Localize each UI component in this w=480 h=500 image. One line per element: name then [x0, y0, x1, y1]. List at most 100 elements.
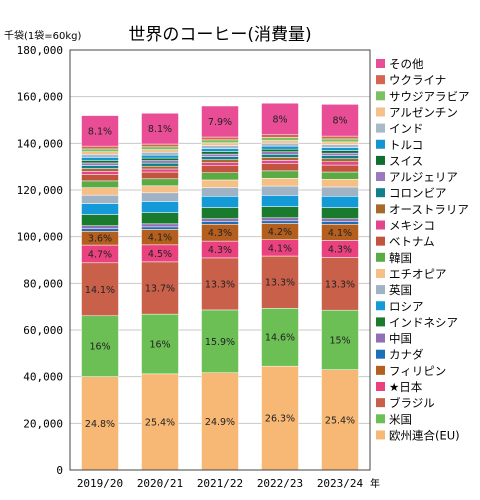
- bar-segment: [141, 112, 179, 145]
- segment-label: 24.8%: [85, 419, 115, 430]
- bar-segment: [321, 150, 359, 154]
- bar-segment: [321, 171, 359, 180]
- bar-segment: [141, 313, 179, 375]
- y-tick-label: 120,000: [17, 184, 63, 197]
- bar-segment: [201, 187, 239, 197]
- bar-segment: [81, 194, 119, 204]
- legend: その他ウクライナサウジアラビアアルゼンチンインドトルコスイスアルジェリアコロンビ…: [376, 57, 470, 442]
- x-tick-label: 2021/22: [197, 477, 243, 490]
- legend-swatch: [376, 430, 385, 440]
- bar-segment: [321, 218, 359, 222]
- y-tick-label: 100,000: [17, 231, 63, 244]
- bar-segment: [81, 174, 119, 182]
- bar-segment: [81, 225, 119, 229]
- bar-segment: [321, 104, 359, 137]
- segment-label: 24.9%: [205, 417, 235, 428]
- legend-swatch: [376, 317, 385, 327]
- bar-segment: [141, 178, 179, 187]
- segment-label: 13.3%: [205, 279, 235, 290]
- bar-segment: [321, 161, 359, 166]
- legend-label: ウクライナ: [389, 73, 446, 87]
- bar-segment: [261, 142, 299, 147]
- bar-segment: [321, 179, 359, 188]
- bar-segment: [261, 185, 299, 196]
- bar-segment: [321, 207, 359, 219]
- bar-segment: [261, 365, 299, 471]
- bar-segment: [141, 212, 179, 225]
- bar-segment: [261, 220, 299, 224]
- bar-segment: [141, 143, 179, 148]
- bar-segment: [141, 146, 179, 150]
- legend-label: スイス: [389, 154, 423, 168]
- bar-segment: [141, 226, 179, 230]
- segment-label: 8%: [272, 114, 287, 125]
- bar-segment: [141, 160, 179, 164]
- bar-segment: [201, 172, 239, 181]
- segment-label: 8.1%: [88, 126, 112, 137]
- legend-label: フィリピン: [389, 364, 446, 378]
- bar-segment: [261, 195, 299, 207]
- segment-label: 4.3%: [328, 244, 352, 255]
- legend-swatch: [376, 188, 385, 198]
- bar-segment: [141, 185, 179, 194]
- legend-swatch: [376, 75, 385, 85]
- bar-segment: [81, 262, 119, 317]
- bar-segment: [321, 158, 359, 163]
- legend-label: 韓国: [389, 251, 412, 265]
- legend-swatch: [376, 123, 385, 133]
- y-tick-labels: 0 20,000 40,000 60,000 80,000 100,000 120,000 1…: [17, 44, 63, 477]
- bar-segment: [81, 145, 119, 150]
- y-tick-label: 140,000: [17, 137, 63, 150]
- bar-segment: [321, 141, 359, 145]
- bar-segment: [321, 186, 359, 197]
- bar-segment: [201, 207, 239, 219]
- segment-label: 4.7%: [88, 249, 112, 260]
- legend-swatch: [376, 301, 385, 311]
- bar-segment: [141, 162, 179, 167]
- y-unit-label: 千袋(1袋=60kg): [4, 29, 82, 42]
- bars: 24.8% 16% 14.1% 4.7% 3.6% 8.1% 25.4% 16% 13.7% 4.…: [81, 102, 359, 471]
- bar-segment: [201, 165, 239, 173]
- bar-segment: [201, 309, 239, 373]
- bar-segment: [261, 217, 299, 222]
- bar-segment: [201, 105, 239, 138]
- bar-segment: [261, 145, 299, 150]
- legend-swatch: [376, 139, 385, 149]
- legend-swatch: [376, 268, 385, 278]
- legend-label: その他: [389, 57, 424, 71]
- legend-label: アルジェリア: [389, 170, 458, 184]
- legend-swatch: [376, 220, 385, 230]
- legend-swatch: [376, 59, 385, 68]
- bar-segment: [81, 180, 119, 188]
- segment-label: 16%: [149, 340, 170, 351]
- bar-segment: [261, 151, 299, 155]
- y-tick-label: 60,000: [23, 324, 63, 337]
- bar-segment: [141, 201, 179, 213]
- legend-label: ブラジル: [389, 396, 435, 410]
- x-tick-label: 2020/21: [137, 477, 183, 490]
- segment-label: 4.3%: [208, 245, 232, 256]
- segment-label: 14.6%: [265, 333, 295, 344]
- bar-segment: [261, 148, 299, 152]
- bar-segment: [201, 156, 239, 160]
- legend-swatch: [376, 349, 385, 359]
- segment-label: 16%: [89, 342, 110, 353]
- bar-segment: [81, 165, 119, 169]
- bar-segment: [261, 160, 299, 164]
- bar-segment: [81, 148, 119, 152]
- bar-segment: [81, 187, 119, 196]
- y-tick-label: 180,000: [17, 44, 63, 57]
- bar-segment: [201, 218, 239, 222]
- bar-segment: [321, 152, 359, 156]
- bar-segment: [201, 196, 239, 208]
- bar-segment: [261, 163, 299, 172]
- legend-swatch: [376, 285, 385, 295]
- bar-segment: [321, 138, 359, 143]
- bar-segment: [261, 102, 299, 135]
- segment-label: 7.9%: [208, 117, 232, 128]
- bar-segment: [81, 171, 119, 175]
- bar-segment: [261, 154, 299, 158]
- y-tick-label: 0: [56, 464, 63, 477]
- bar-segment: [321, 164, 359, 173]
